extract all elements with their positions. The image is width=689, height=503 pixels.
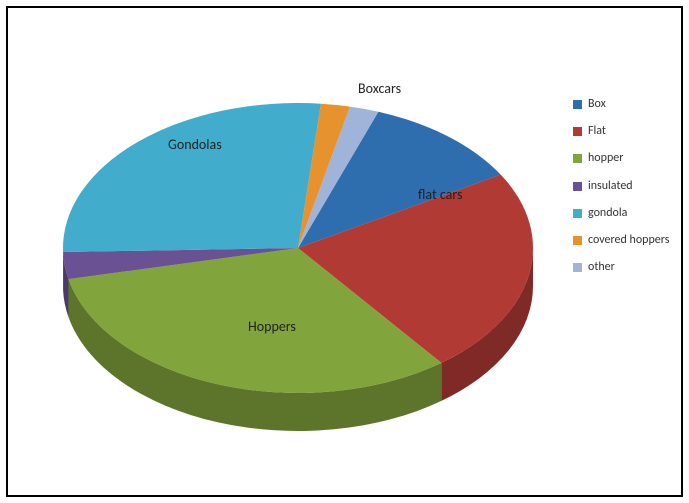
slice-label: Gondolas <box>168 136 222 153</box>
legend-swatch <box>573 154 582 163</box>
slice-label: flat cars <box>418 186 462 203</box>
legend-label: covered hoppers <box>588 234 673 247</box>
pie-slice <box>63 103 321 252</box>
legend-swatch <box>573 182 582 191</box>
legend: Box Flat hopper insulated gondola covered hop… <box>573 98 673 288</box>
legend-label: hopper <box>588 152 673 165</box>
legend-item: covered hoppers <box>573 234 673 247</box>
legend-swatch <box>573 100 582 109</box>
legend-item: insulated <box>573 180 673 193</box>
legend-swatch <box>573 209 582 218</box>
legend-item: other <box>573 261 673 274</box>
slice-label: Boxcars <box>358 80 401 97</box>
pie-chart: Boxcars flat cars Hoppers Gondolas <box>18 18 561 485</box>
legend-item: gondola <box>573 207 673 220</box>
legend-swatch <box>573 263 582 272</box>
legend-label: Flat <box>588 125 673 138</box>
legend-label: Box <box>588 98 673 111</box>
legend-label: gondola <box>588 207 673 220</box>
legend-item: Flat <box>573 125 673 138</box>
chart-frame: Boxcars flat cars Hoppers Gondolas Box Flat h… <box>6 6 683 497</box>
legend-label: insulated <box>588 180 673 193</box>
slice-label: Hoppers <box>248 318 296 335</box>
legend-item: hopper <box>573 152 673 165</box>
legend-swatch <box>573 236 582 245</box>
legend-item: Box <box>573 98 673 111</box>
legend-swatch <box>573 127 582 136</box>
legend-label: other <box>588 261 673 274</box>
